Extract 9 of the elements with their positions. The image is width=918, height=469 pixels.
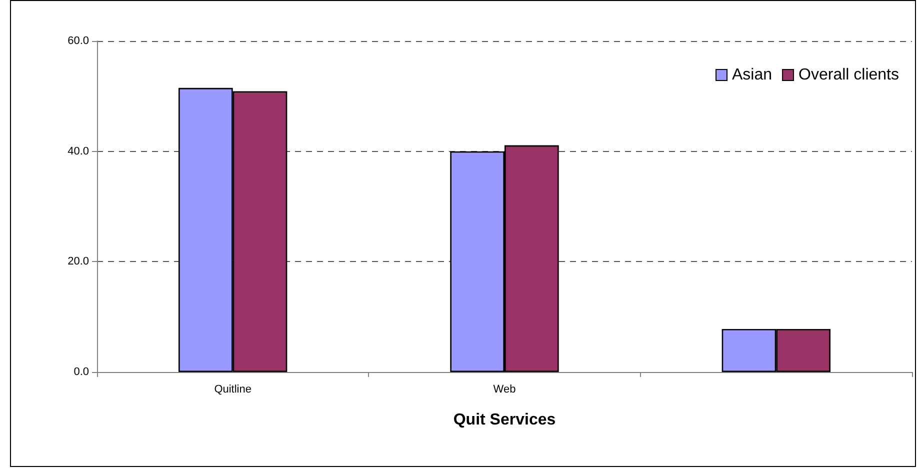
y-tick-label: 60.0 <box>68 35 89 47</box>
x-tick-label: Quitline <box>214 384 252 396</box>
x-axis-title: Quit Services <box>453 412 556 428</box>
legend-label: Asian <box>732 66 772 84</box>
x-tick-label: Web <box>493 384 516 396</box>
legend-label: Overall clients <box>798 66 900 84</box>
y-tick-label: 20.0 <box>68 256 89 268</box>
y-tick-label: 40.0 <box>68 145 89 158</box>
y-tick-label: 0.0 <box>74 366 89 378</box>
